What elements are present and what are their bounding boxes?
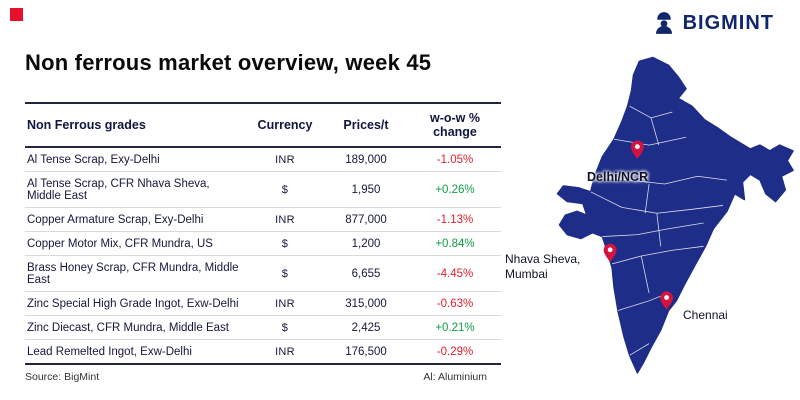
footnote-al: Al: Aluminium xyxy=(423,371,487,383)
bigmint-logo-icon xyxy=(655,12,672,34)
price-cell: 315,000 xyxy=(345,297,387,310)
grade-cell: Copper Motor Mix, CFR Mundra, US xyxy=(27,237,213,250)
table-row: Copper Armature Scrap, Exy-Delhi INR 877… xyxy=(25,208,501,232)
map-label-delhi: Delhi/NCR xyxy=(587,170,649,184)
price-cell: 1,950 xyxy=(351,183,381,196)
india-outline xyxy=(556,56,794,374)
grade-cell: Zinc Special High Grade Ingot, Exw-Delhi xyxy=(27,297,239,310)
table-row: Copper Motor Mix, CFR Mundra, US $ 1,200… xyxy=(25,232,501,256)
header-currency: Currency xyxy=(257,118,313,132)
change-cell: -0.63% xyxy=(436,297,474,310)
change-cell: -1.13% xyxy=(436,213,474,226)
price-table-section: Non Ferrous grades Currency Prices/t w-o… xyxy=(25,102,501,383)
change-cell: -1.05% xyxy=(436,153,474,166)
currency-cell: INR xyxy=(275,297,295,310)
change-cell: -0.29% xyxy=(436,345,474,358)
india-map: Delhi/NCR Nhava Sheva, Mumbai Chennai xyxy=(505,50,797,392)
price-cell: 176,500 xyxy=(345,345,387,358)
pin-mumbai xyxy=(603,243,617,262)
bigmint-logo: BIGMINT xyxy=(651,10,774,36)
price-table-body: Al Tense Scrap, Exy-Delhi INR 189,000 -1… xyxy=(25,147,501,364)
table-footer: Source: BigMint Al: Aluminium xyxy=(25,371,487,383)
map-label-nhava-sheva-mumbai: Nhava Sheva, Mumbai xyxy=(505,252,581,281)
table-row: Al Tense Scrap, CFR Nhava Sheva, Middle … xyxy=(25,172,501,208)
change-cell: -4.45% xyxy=(436,267,474,280)
currency-cell: $ xyxy=(281,183,289,196)
currency-cell: $ xyxy=(281,321,289,334)
currency-cell: $ xyxy=(281,267,289,280)
price-cell: 877,000 xyxy=(345,213,387,226)
grade-cell: Copper Armature Scrap, Exy-Delhi xyxy=(27,213,204,226)
pin-delhi xyxy=(630,140,644,159)
currency-cell: INR xyxy=(275,153,295,166)
price-cell: 2,425 xyxy=(351,321,381,334)
currency-cell: INR xyxy=(275,213,295,226)
header-price: Prices/t xyxy=(343,118,389,132)
bigmint-logo-text: BIGMINT xyxy=(682,11,774,34)
source-note: Source: BigMint xyxy=(25,371,100,383)
table-row: Zinc Diecast, CFR Mundra, Middle East $ … xyxy=(25,316,501,340)
grade-cell: Al Tense Scrap, CFR Nhava Sheva, Middle … xyxy=(27,177,210,202)
pin-chennai xyxy=(660,291,673,310)
currency-cell: $ xyxy=(281,237,289,250)
price-cell: 6,655 xyxy=(351,267,381,280)
price-table: Non Ferrous grades Currency Prices/t w-o… xyxy=(25,102,501,365)
price-table-header: Non Ferrous grades Currency Prices/t w-o… xyxy=(25,103,501,147)
header-change: w-o-w % change xyxy=(430,111,480,139)
table-row: Brass Honey Scrap, CFR Mundra, Middle Ea… xyxy=(25,256,501,292)
change-cell: +0.84% xyxy=(435,237,475,250)
change-cell: +0.21% xyxy=(435,321,475,334)
page-title: Non ferrous market overview, week 45 xyxy=(25,50,432,75)
grade-cell: Brass Honey Scrap, CFR Mundra, Middle Ea… xyxy=(27,261,239,286)
change-cell: +0.26% xyxy=(435,183,475,196)
brand-accent-square xyxy=(10,8,23,21)
header-grades: Non Ferrous grades xyxy=(27,118,146,132)
state-borders xyxy=(590,105,727,356)
currency-cell: INR xyxy=(275,345,295,358)
header-row: Non Ferrous grades Currency Prices/t w-o… xyxy=(25,103,501,147)
price-cell: 1,200 xyxy=(351,237,381,250)
grade-cell: Lead Remelted Ingot, Exw-Delhi xyxy=(27,345,192,358)
india-map-svg xyxy=(556,56,794,374)
table-row: Al Tense Scrap, Exy-Delhi INR 189,000 -1… xyxy=(25,147,501,172)
map-label-chennai: Chennai xyxy=(683,308,728,322)
price-cell: 189,000 xyxy=(345,153,387,166)
grade-cell: Zinc Diecast, CFR Mundra, Middle East xyxy=(27,321,229,334)
table-row: Zinc Special High Grade Ingot, Exw-Delhi… xyxy=(25,292,501,316)
table-row: Lead Remelted Ingot, Exw-Delhi INR 176,5… xyxy=(25,340,501,364)
grade-cell: Al Tense Scrap, Exy-Delhi xyxy=(27,153,160,166)
